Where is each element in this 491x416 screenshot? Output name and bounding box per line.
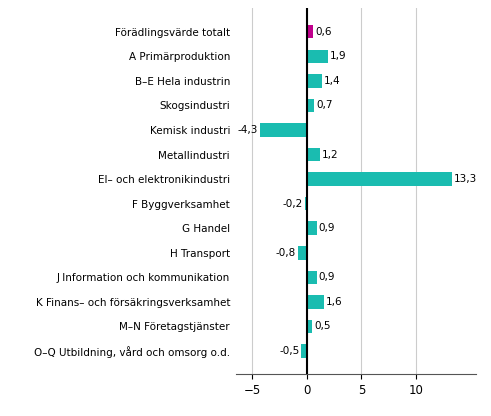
Text: 0,5: 0,5: [314, 322, 331, 332]
Text: 1,2: 1,2: [322, 149, 338, 159]
Text: -0,5: -0,5: [279, 346, 300, 356]
Text: 0,7: 0,7: [316, 100, 333, 110]
Bar: [260, 123, 307, 137]
Text: 0,6: 0,6: [315, 27, 332, 37]
Bar: [307, 295, 324, 309]
Bar: [307, 148, 320, 161]
Bar: [301, 344, 307, 358]
Text: 1,9: 1,9: [329, 51, 346, 61]
Text: -0,2: -0,2: [282, 199, 302, 209]
Text: 1,4: 1,4: [324, 76, 341, 86]
Bar: [307, 99, 314, 112]
Bar: [307, 25, 313, 38]
Bar: [307, 270, 317, 284]
Bar: [307, 74, 322, 88]
Bar: [307, 50, 327, 63]
Text: -4,3: -4,3: [237, 125, 258, 135]
Bar: [307, 221, 317, 235]
Text: 0,9: 0,9: [319, 223, 335, 233]
Bar: [298, 246, 307, 260]
Text: 13,3: 13,3: [454, 174, 477, 184]
Bar: [307, 172, 452, 186]
Bar: [307, 319, 312, 333]
Text: 1,6: 1,6: [326, 297, 343, 307]
Text: -0,8: -0,8: [276, 248, 296, 258]
Text: 0,9: 0,9: [319, 272, 335, 282]
Bar: [304, 197, 307, 210]
